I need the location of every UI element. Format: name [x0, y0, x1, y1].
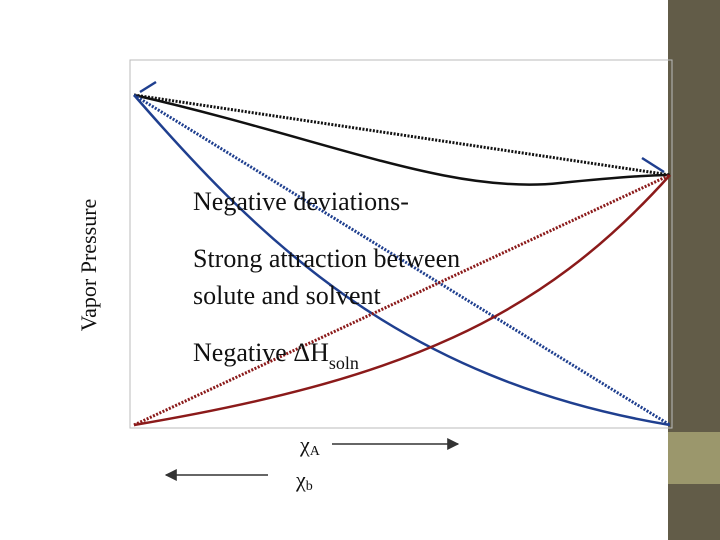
axis-label: Vapor Pressure [76, 199, 101, 332]
enthalpy: Negative ΔHsoln [193, 338, 359, 373]
heading: Negative deviations- [193, 187, 409, 216]
x-symbol: χ [299, 432, 310, 457]
x-subscript: A [310, 444, 321, 459]
x-label: χA [299, 432, 321, 459]
enthalpy-subscript: soln [329, 353, 359, 373]
real-b [133, 174, 671, 427]
x-symbol: χ [295, 467, 306, 492]
real-a [133, 94, 671, 427]
body-line: solute and solvent [193, 281, 382, 310]
enthalpy-text: Negative ΔH [193, 338, 329, 367]
plot-frame [129, 59, 673, 429]
ideal-b [133, 173, 671, 427]
x-label: χb [295, 467, 313, 494]
pointer [139, 80, 157, 94]
pointer [641, 156, 665, 174]
x-subscript: b [306, 479, 313, 494]
real-total [133, 93, 671, 186]
side-block [668, 432, 720, 484]
body-line: Strong attraction between [193, 244, 460, 273]
ideal-total [133, 93, 671, 177]
